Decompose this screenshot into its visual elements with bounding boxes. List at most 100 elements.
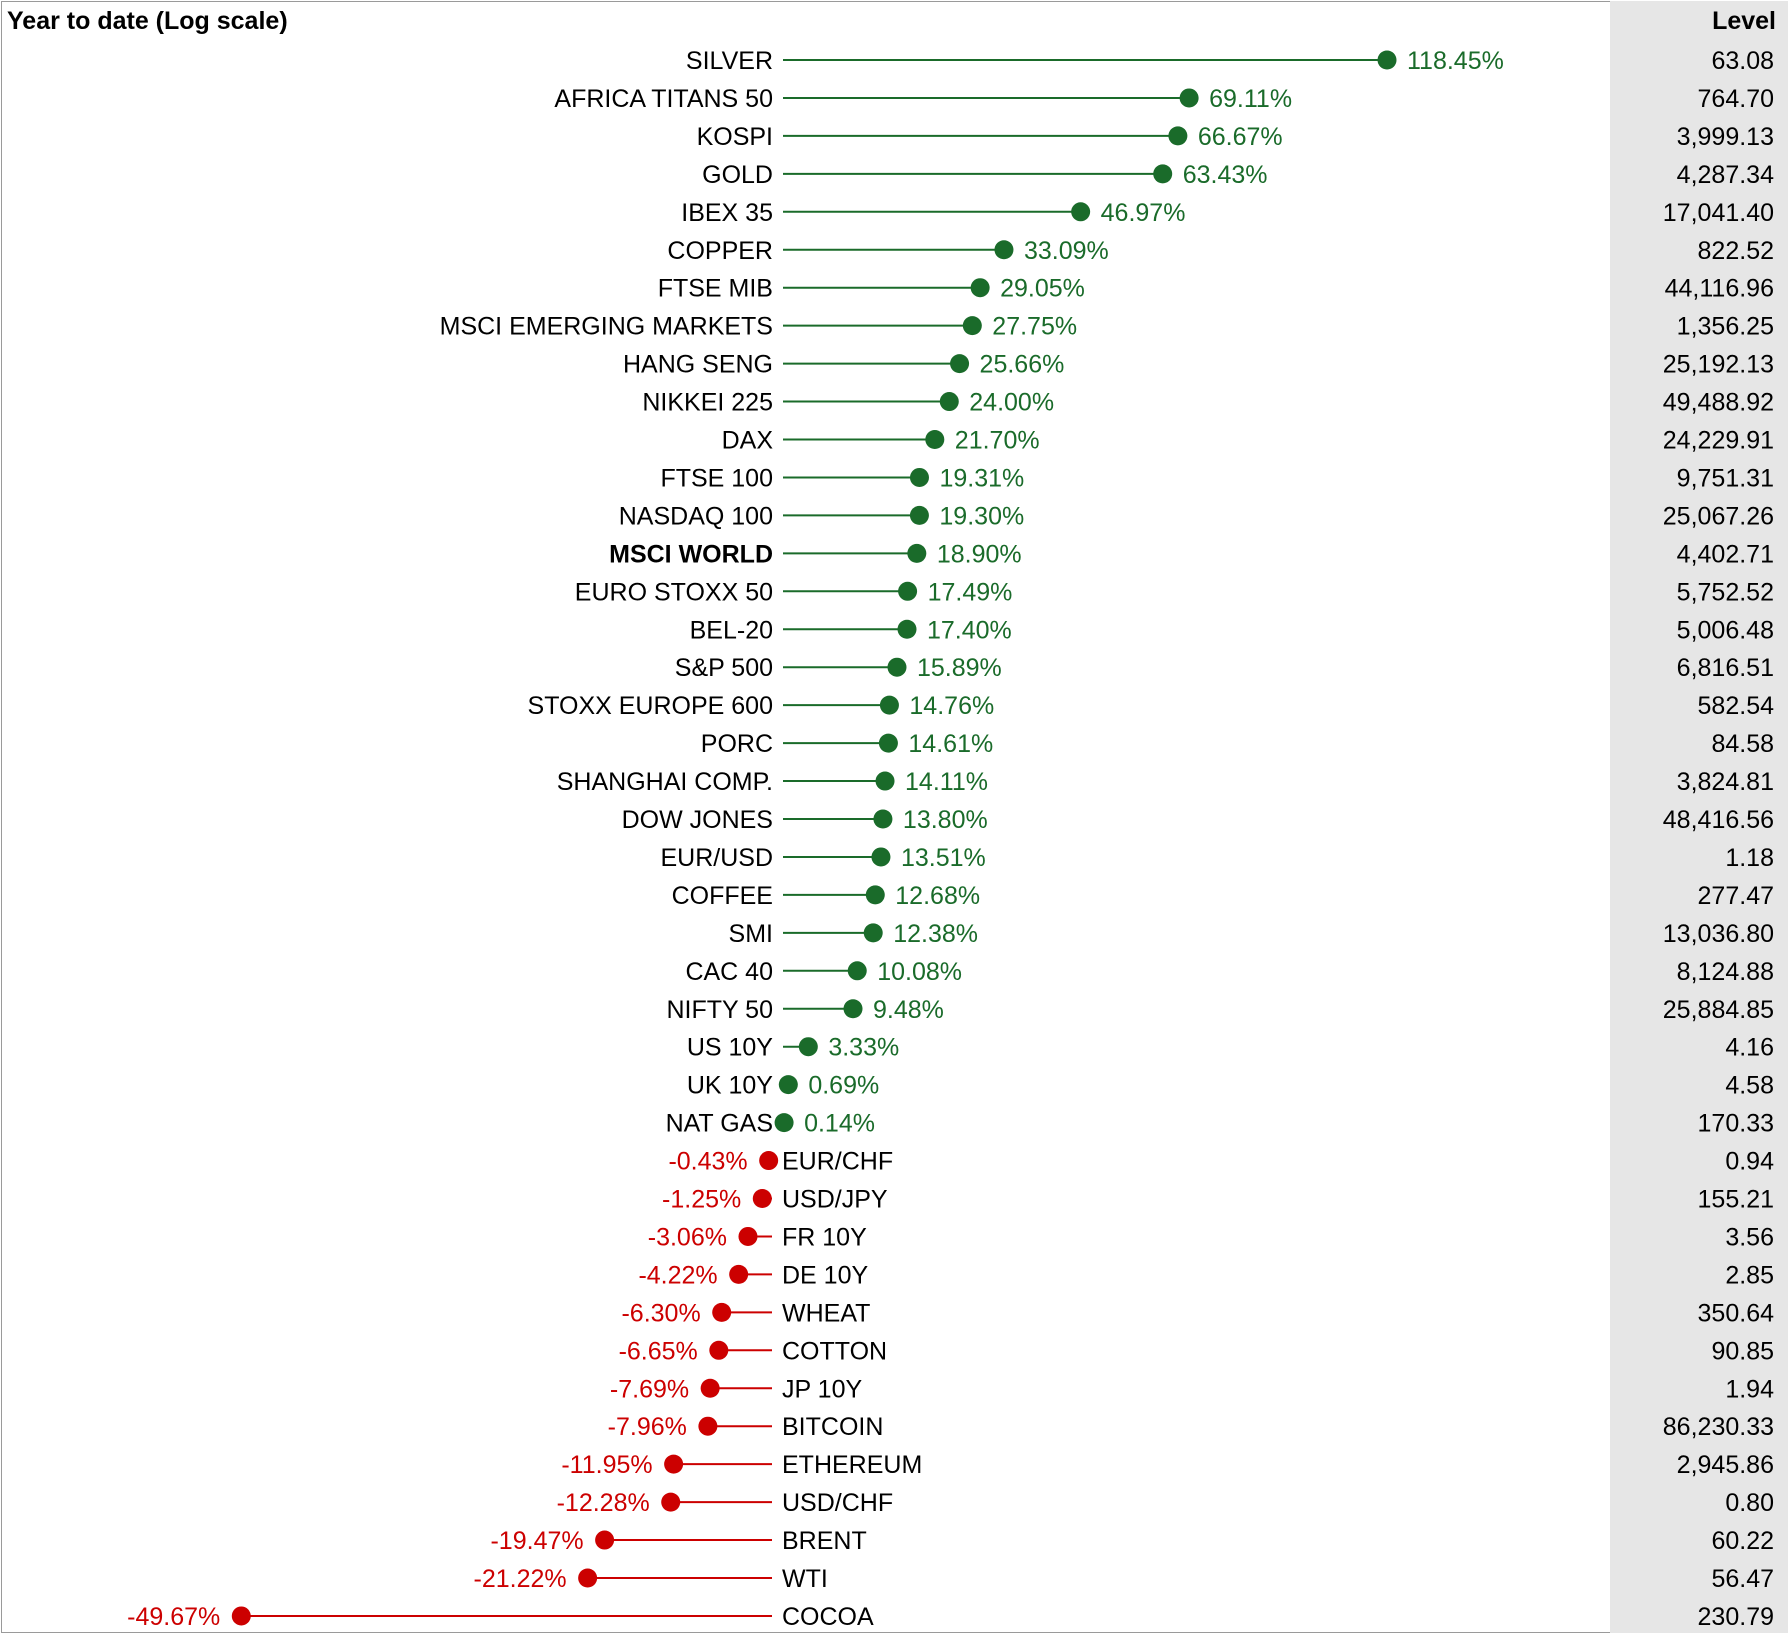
level-value-kospi: 3,999.13: [1677, 123, 1774, 151]
category-label-smi: SMI: [729, 920, 773, 948]
value-label-kospi: 66.67%: [1198, 123, 1283, 151]
category-label-msci-world: MSCI WORLD: [609, 540, 773, 568]
dot-uk-10y: [778, 1075, 798, 1095]
category-label-ethereum: ETHEREUM: [782, 1451, 922, 1479]
value-label-wti: -21.22%: [474, 1565, 567, 1593]
category-label-stoxx-europe-600: STOXX EUROPE 600: [528, 692, 773, 720]
value-label-msci-world: 18.90%: [937, 540, 1022, 568]
category-label-nasdaq-100: NASDAQ 100: [619, 502, 773, 530]
category-label-cotton: COTTON: [782, 1337, 887, 1365]
dot-dax: [925, 430, 945, 449]
category-label-porc: PORC: [701, 730, 773, 758]
value-label-cotton: -6.65%: [619, 1337, 698, 1365]
dot-msci-world: [907, 543, 927, 563]
dot-euro-stoxx-50: [898, 581, 918, 601]
dot-bitcoin: [698, 1416, 718, 1436]
category-label-fr-10y: FR 10Y: [782, 1223, 867, 1251]
level-header: Level: [1712, 7, 1776, 35]
level-value-euro-stoxx-50: 5,752.52: [1677, 578, 1774, 606]
value-label-jp-10y: -7.69%: [610, 1375, 689, 1403]
dot-porc: [878, 733, 898, 753]
level-value-bitcoin: 86,230.33: [1663, 1413, 1774, 1441]
dot-coffee: [865, 885, 885, 905]
level-value-de-10y: 2.85: [1725, 1261, 1774, 1289]
category-label-wti: WTI: [782, 1565, 828, 1593]
dot-shanghai-comp: [875, 771, 895, 791]
level-value-ethereum: 2,945.86: [1677, 1451, 1774, 1479]
level-value-coffee: 277.47: [1698, 882, 1774, 910]
dot-nat-gas: [774, 1113, 794, 1133]
level-value-nifty-50: 25,884.85: [1663, 996, 1774, 1024]
value-label-fr-10y: -3.06%: [648, 1223, 727, 1251]
level-value-stoxx-europe-600: 582.54: [1698, 692, 1775, 720]
dot-usd-chf: [661, 1492, 681, 1512]
category-label-bel-20: BEL-20: [690, 616, 773, 644]
level-value-porc: 84.58: [1711, 730, 1774, 758]
value-label-dow-jones: 13.80%: [903, 806, 988, 834]
dot-ibex-35: [1071, 202, 1091, 222]
category-label-dow-jones: DOW JONES: [622, 806, 773, 834]
category-label-copper: COPPER: [667, 237, 773, 265]
level-value-wheat: 350.64: [1698, 1299, 1775, 1327]
level-value-nikkei-225: 49,488.92: [1663, 389, 1774, 417]
category-label-usd-chf: USD/CHF: [782, 1489, 893, 1517]
dot-msci-emerging-markets: [962, 316, 982, 336]
dot-cac-40: [847, 961, 867, 981]
level-value-dax: 24,229.91: [1663, 427, 1774, 455]
dot-stoxx-europe-600: [879, 695, 899, 715]
value-label-uk-10y: 0.69%: [808, 1072, 879, 1100]
dot-de-10y: [729, 1264, 749, 1284]
category-label-de-10y: DE 10Y: [782, 1261, 868, 1289]
value-label-hang-seng: 25.66%: [980, 351, 1065, 379]
level-column-panel: [1610, 1, 1788, 1633]
dot-wti: [578, 1568, 598, 1588]
value-label-copper: 33.09%: [1024, 237, 1109, 265]
value-label-silver: 118.45%: [1407, 47, 1504, 75]
value-label-ethereum: -11.95%: [561, 1451, 652, 1479]
category-label-wheat: WHEAT: [782, 1299, 870, 1327]
level-value-s-p-500: 6,816.51: [1677, 654, 1774, 682]
value-label-msci-emerging-markets: 27.75%: [992, 313, 1077, 341]
dot-nifty-50: [843, 999, 863, 1019]
level-value-shanghai-comp: 3,824.81: [1677, 768, 1774, 796]
level-value-uk-10y: 4.58: [1725, 1072, 1774, 1100]
level-value-us-10y: 4.16: [1725, 1034, 1774, 1062]
level-value-gold: 4,287.34: [1677, 161, 1774, 189]
value-label-s-p-500: 15.89%: [917, 654, 1002, 682]
value-label-gold: 63.43%: [1183, 161, 1268, 189]
category-label-africa-titans-50: AFRICA TITANS 50: [554, 85, 773, 113]
category-label-ftse-100: FTSE 100: [660, 464, 773, 492]
value-label-eur-chf: -0.43%: [668, 1148, 747, 1176]
category-label-gold: GOLD: [702, 161, 773, 189]
value-label-de-10y: -4.22%: [638, 1261, 717, 1289]
level-value-cocoa: 230.79: [1698, 1603, 1774, 1631]
dot-cocoa: [231, 1606, 251, 1626]
level-value-usd-jpy: 155.21: [1698, 1186, 1774, 1214]
dot-brent: [595, 1530, 615, 1550]
dot-nasdaq-100: [909, 505, 929, 525]
category-label-ibex-35: IBEX 35: [681, 199, 773, 227]
chart-title: Year to date (Log scale): [7, 7, 288, 35]
category-label-eur-usd: EUR/USD: [660, 844, 773, 872]
value-label-ftse-mib: 29.05%: [1000, 275, 1085, 303]
level-value-africa-titans-50: 764.70: [1698, 85, 1774, 113]
category-label-cocoa: COCOA: [782, 1603, 874, 1631]
value-label-shanghai-comp: 14.11%: [905, 768, 988, 796]
level-value-dow-jones: 48,416.56: [1663, 806, 1774, 834]
value-label-cac-40: 10.08%: [877, 958, 962, 986]
value-label-wheat: -6.30%: [621, 1299, 700, 1327]
category-label-cac-40: CAC 40: [685, 958, 773, 986]
level-value-jp-10y: 1.94: [1725, 1375, 1774, 1403]
dot-eur-usd: [871, 847, 891, 867]
category-label-ftse-mib: FTSE MIB: [658, 275, 773, 303]
value-label-smi: 12.38%: [893, 920, 978, 948]
value-label-ftse-100: 19.31%: [939, 464, 1024, 492]
dot-us-10y: [798, 1037, 818, 1057]
category-label-bitcoin: BITCOIN: [782, 1413, 883, 1441]
category-label-nikkei-225: NIKKEI 225: [642, 389, 773, 417]
level-value-brent: 60.22: [1711, 1527, 1774, 1555]
value-label-dax: 21.70%: [955, 427, 1040, 455]
dot-cotton: [709, 1340, 729, 1360]
value-label-porc: 14.61%: [908, 730, 993, 758]
